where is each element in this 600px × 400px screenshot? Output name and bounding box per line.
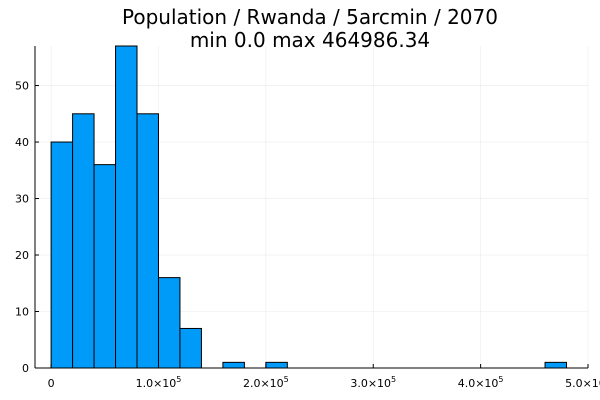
histogram-bar — [544, 361, 568, 369]
histogram-bars — [50, 45, 568, 369]
histogram-bar — [265, 361, 288, 369]
x-tick-label: 1.0×105 — [136, 375, 182, 390]
histogram-bar — [50, 141, 74, 369]
x-tick-label: 2.0×105 — [243, 375, 289, 390]
chart-title: Population / Rwanda / 5arcmin / 2070 — [122, 5, 498, 29]
x-tick-label: 5.0×105 — [565, 375, 600, 390]
y-tick-label: 40 — [15, 136, 29, 149]
tick-labels: 0 1.0×105 2.0×105 3.0×105 4.0×105 5.0×105 0 10 2… — [15, 80, 600, 390]
y-tick-label: 50 — [15, 80, 29, 93]
y-tick-label: 0 — [22, 362, 29, 375]
y-tick-label: 30 — [15, 193, 29, 206]
histogram-bar — [115, 45, 138, 369]
y-tick-label: 20 — [15, 249, 29, 262]
axes — [34, 46, 589, 369]
histogram-bar — [179, 327, 202, 369]
y-tick-label: 10 — [15, 306, 29, 319]
x-tick-label: 0 — [48, 377, 55, 390]
x-tick-label: 4.0×105 — [458, 375, 504, 390]
histogram-bar — [136, 113, 159, 369]
x-tick-label: 3.0×105 — [350, 375, 396, 390]
histogram-bar — [72, 113, 95, 369]
histogram-bar — [222, 361, 245, 369]
histogram-bar — [157, 277, 181, 369]
histogram-bar — [93, 164, 117, 369]
chart-subtitle: min 0.0 max 464986.34 — [190, 28, 430, 52]
